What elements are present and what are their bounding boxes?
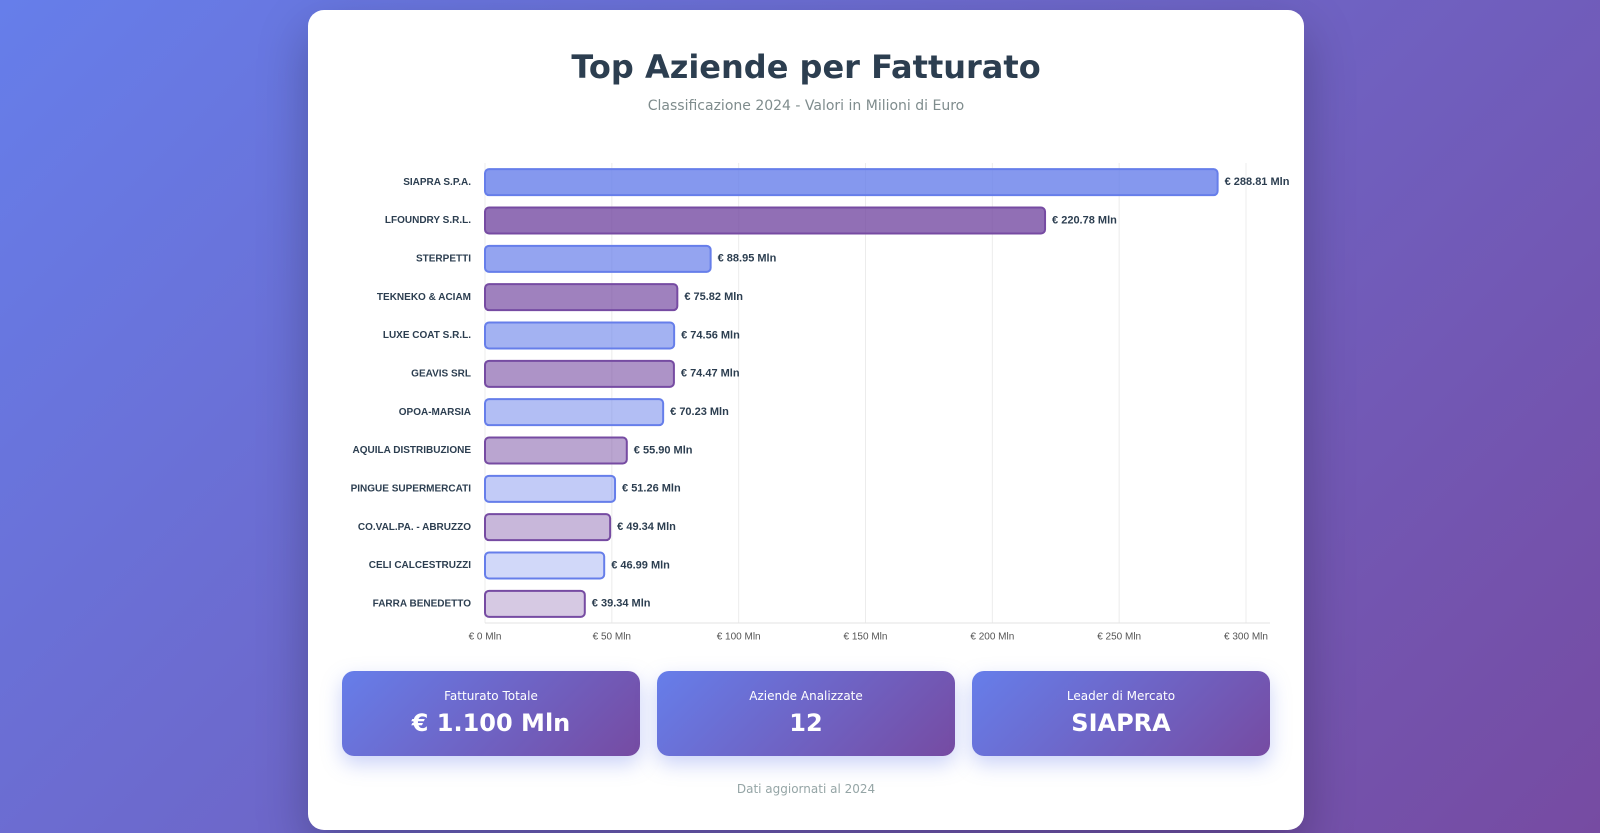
bar — [484, 321, 676, 350]
stat-label: Fatturato Totale — [444, 689, 538, 703]
y-tick-label: SIAPRA S.P.A. — [403, 177, 471, 188]
x-tick-label: € 200 Mln — [970, 632, 1014, 643]
chart: € 0 Mln € 50 Mln € 100 Mln € 150 Mln € 200 M… — [351, 163, 1290, 643]
title: Top Aziende per Fatturato — [571, 48, 1041, 86]
bar — [484, 283, 679, 312]
stat-value: SIAPRA — [1071, 709, 1171, 737]
value-label: € 39.34 Mln — [592, 598, 651, 610]
y-tick-label: FARRA BENEDETTO — [373, 598, 472, 609]
value-label: € 75.82 Mln — [684, 291, 743, 303]
stat-value: € 1.100 Mln — [411, 709, 571, 737]
stat-card: Fatturato Totale € 1.100 Mln — [342, 671, 640, 756]
y-tick-label: AQUILA DISTRIBUZIONE — [352, 445, 471, 456]
value-label: € 49.34 Mln — [617, 521, 676, 533]
value-label: € 46.99 Mln — [611, 559, 670, 571]
stat-card: Leader di Mercato SIAPRA — [972, 671, 1270, 756]
bar — [484, 359, 675, 388]
stat-label: Aziende Analizzate — [749, 689, 863, 703]
value-label: € 74.47 Mln — [681, 368, 740, 380]
y-tick-label: CELI CALCESTRUZZI — [369, 560, 471, 571]
y-tick-label: CO.VAL.PA. - ABRUZZO — [358, 522, 471, 533]
bar — [484, 474, 617, 503]
x-tick-label: € 50 Mln — [593, 632, 631, 643]
y-tick-label: TEKNEKO & ACIAM — [377, 292, 471, 303]
y-tick-label: LUXE COAT S.R.L. — [383, 330, 471, 341]
y-tick-label: STERPETTI — [416, 253, 471, 264]
bar — [484, 168, 1219, 197]
y-tick-label: GEAVIS SRL — [411, 368, 471, 379]
stat-value: 12 — [789, 709, 823, 737]
value-label: € 88.95 Mln — [718, 253, 777, 265]
value-label: € 70.23 Mln — [670, 406, 729, 418]
value-label: € 288.81 Mln — [1225, 176, 1290, 188]
value-label: € 51.26 Mln — [622, 483, 681, 495]
x-tick-label: € 250 Mln — [1097, 632, 1141, 643]
x-tick-label: € 300 Mln — [1224, 632, 1268, 643]
x-tick-label: € 0 Mln — [469, 632, 502, 643]
stat-card: Aziende Analizzate 12 — [657, 671, 955, 756]
bar — [484, 551, 606, 580]
value-label: € 55.90 Mln — [634, 444, 693, 456]
y-tick-label: PINGUE SUPERMERCATI — [351, 483, 472, 494]
footer: Dati aggiornati al 2024 — [736, 782, 876, 796]
bar — [484, 244, 712, 273]
bar — [484, 513, 612, 542]
stat-label: Leader di Mercato — [1066, 689, 1176, 703]
bar — [484, 436, 628, 465]
dashboard-card: Top Aziende per Fatturato Classificazion… — [308, 10, 1304, 830]
value-label: € 74.56 Mln — [681, 329, 740, 341]
bar — [484, 206, 1047, 235]
subtitle: Classificazione 2024 - Valori in Milioni… — [647, 98, 965, 114]
bar — [484, 398, 665, 427]
value-label: € 220.78 Mln — [1052, 214, 1117, 226]
bar — [484, 589, 586, 618]
x-tick-label: € 150 Mln — [844, 632, 888, 643]
y-tick-label: LFOUNDRY S.R.L. — [385, 215, 471, 226]
x-tick-label: € 100 Mln — [717, 632, 761, 643]
y-tick-label: OPOA-MARSIA — [399, 407, 471, 418]
